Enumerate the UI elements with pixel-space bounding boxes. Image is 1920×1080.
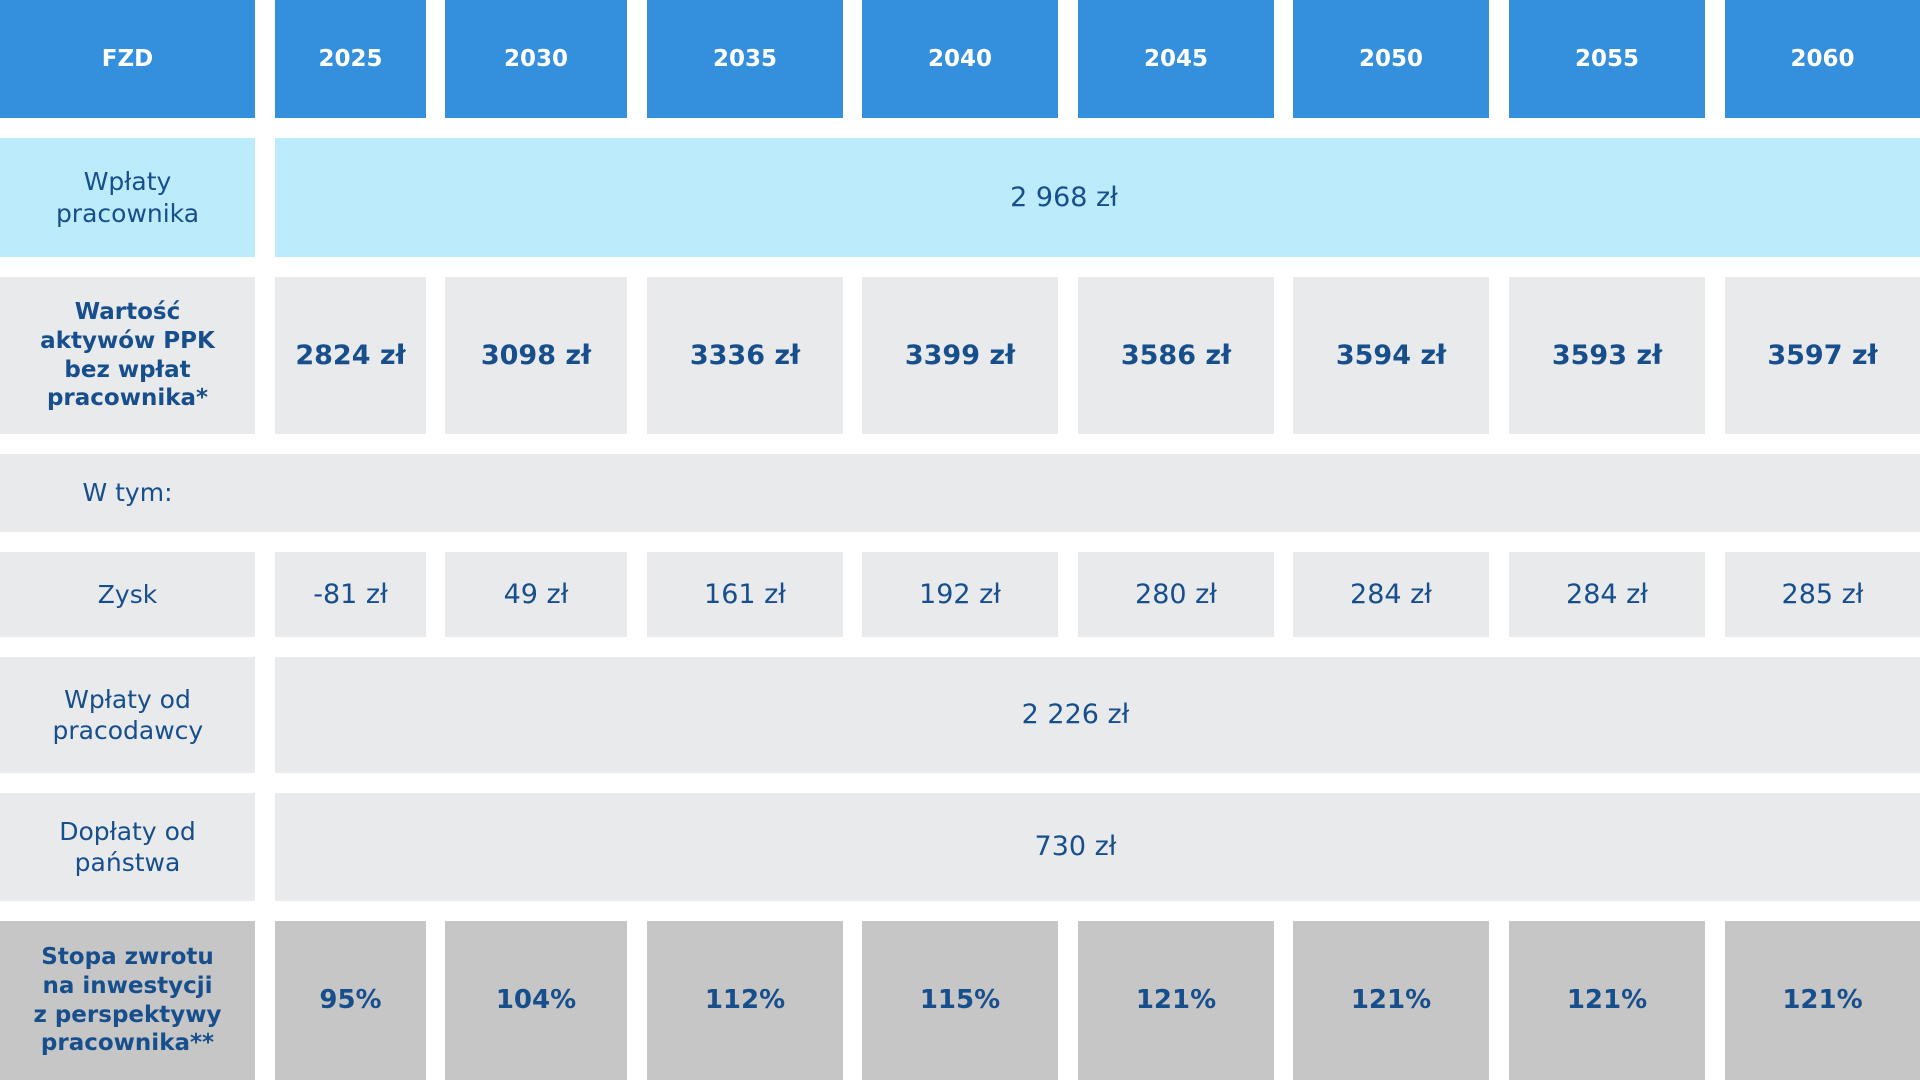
asset-value: 3399 zł	[904, 339, 1016, 371]
header-label-cell: FZD	[0, 0, 255, 118]
asset-value-cell: 3594 zł	[1293, 277, 1489, 434]
asset-value-cell: 3597 zł	[1725, 277, 1920, 434]
asset-value: 3336 zł	[689, 339, 801, 371]
return-rate-value: 121%	[1350, 985, 1432, 1016]
header-year-2025: 2025	[275, 0, 426, 118]
asset-value-cell: 3586 zł	[1078, 277, 1274, 434]
return-rate-value: 121%	[1135, 985, 1217, 1016]
year-label: 2050	[1358, 45, 1423, 72]
profit-cell: -81 zł	[275, 552, 426, 637]
return-rate-label-cell: Stopa zwrotu na inwestycji z perspektywy…	[0, 921, 255, 1080]
asset-value: 3098 zł	[480, 339, 592, 371]
header-year-2035: 2035	[647, 0, 843, 118]
profit-value: 280 zł	[1135, 578, 1217, 610]
header-year-2060: 2060	[1725, 0, 1920, 118]
state-subsidies-value-cell: 730 zł	[275, 793, 1920, 901]
return-rate-cell: 121%	[1078, 921, 1274, 1080]
employer-contributions-value: 2 226 zł	[1021, 699, 1130, 731]
asset-value: 3586 zł	[1120, 339, 1232, 371]
year-label: 2060	[1790, 45, 1855, 72]
return-rate-value: 121%	[1782, 985, 1863, 1016]
asset-value-label-cell: Wartość aktywów PPK bez wpłat pracownika…	[0, 277, 255, 434]
including-label: W tym:	[82, 478, 173, 508]
return-rate-cell: 95%	[275, 921, 426, 1080]
asset-value: 3593 zł	[1551, 339, 1663, 371]
return-rate-cell: 121%	[1293, 921, 1489, 1080]
asset-value-cell: 3593 zł	[1509, 277, 1705, 434]
return-rate-value: 104%	[495, 985, 577, 1016]
profit-cell: 280 zł	[1078, 552, 1274, 637]
profit-label: Zysk	[97, 579, 158, 609]
profit-value: 285 zł	[1781, 578, 1864, 610]
employee-contributions-label: Wpłaty pracownika	[55, 167, 200, 228]
profit-value: 161 zł	[704, 578, 786, 610]
year-label: 2030	[503, 45, 568, 72]
return-rate-cell: 104%	[445, 921, 627, 1080]
asset-value: 3597 zł	[1767, 339, 1878, 371]
state-subsidies-label-cell: Dopłaty od państwa	[0, 793, 255, 901]
return-rate-value: 115%	[919, 985, 1001, 1016]
state-subsidies-label: Dopłaty od państwa	[59, 816, 196, 877]
year-label: 2035	[712, 45, 777, 72]
employer-contributions-value-cell: 2 226 zł	[275, 657, 1920, 773]
return-rate-label: Stopa zwrotu na inwestycji z perspektywy…	[33, 944, 222, 1057]
header-year-2055: 2055	[1509, 0, 1705, 118]
asset-value: 2824 zł	[295, 339, 406, 371]
year-label: 2055	[1574, 45, 1639, 72]
profit-cell: 284 zł	[1293, 552, 1489, 637]
year-label: 2045	[1143, 45, 1208, 72]
asset-value-cell: 3098 zł	[445, 277, 627, 434]
asset-value: 3594 zł	[1335, 339, 1447, 371]
return-rate-cell: 121%	[1509, 921, 1705, 1080]
employee-contributions-value-cell: 2 968 zł	[275, 138, 1920, 257]
return-rate-value: 112%	[704, 985, 786, 1016]
employee-contributions-value: 2 968 zł	[1010, 181, 1118, 213]
including-row: W tym:	[0, 454, 1920, 532]
header-year-2030: 2030	[445, 0, 627, 118]
return-rate-cell: 112%	[647, 921, 843, 1080]
state-subsidies-value: 730 zł	[1034, 831, 1117, 863]
asset-value-cell: 3336 zł	[647, 277, 843, 434]
profit-value: 192 zł	[919, 578, 1001, 610]
return-rate-value: 121%	[1566, 985, 1648, 1016]
employer-contributions-label-cell: Wpłaty od pracodawcy	[0, 657, 255, 773]
profit-value: 284 zł	[1566, 578, 1648, 610]
asset-value-cell: 3399 zł	[862, 277, 1058, 434]
profit-cell: 161 zł	[647, 552, 843, 637]
year-label: 2040	[927, 45, 992, 72]
profit-cell: 192 zł	[862, 552, 1058, 637]
return-rate-cell: 115%	[862, 921, 1058, 1080]
return-rate-cell: 121%	[1725, 921, 1920, 1080]
profit-value: 49 zł	[503, 578, 569, 610]
profit-value: 284 zł	[1350, 578, 1432, 610]
profit-cell: 284 zł	[1509, 552, 1705, 637]
year-label: 2025	[318, 45, 383, 72]
asset-value-label: Wartość aktywów PPK bez wpłat pracownika…	[40, 299, 215, 412]
header-year-2050: 2050	[1293, 0, 1489, 118]
asset-value-cell: 2824 zł	[275, 277, 426, 434]
profit-label-cell: Zysk	[0, 552, 255, 637]
header-year-2040: 2040	[862, 0, 1058, 118]
profit-cell: 49 zł	[445, 552, 627, 637]
employer-contributions-label: Wpłaty od pracodawcy	[52, 684, 204, 745]
employee-contributions-label-cell: Wpłaty pracownika	[0, 138, 255, 257]
header-label: FZD	[101, 45, 154, 72]
return-rate-value: 95%	[319, 985, 382, 1016]
header-year-2045: 2045	[1078, 0, 1274, 118]
profit-cell: 285 zł	[1725, 552, 1920, 637]
profit-value: -81 zł	[313, 578, 388, 610]
